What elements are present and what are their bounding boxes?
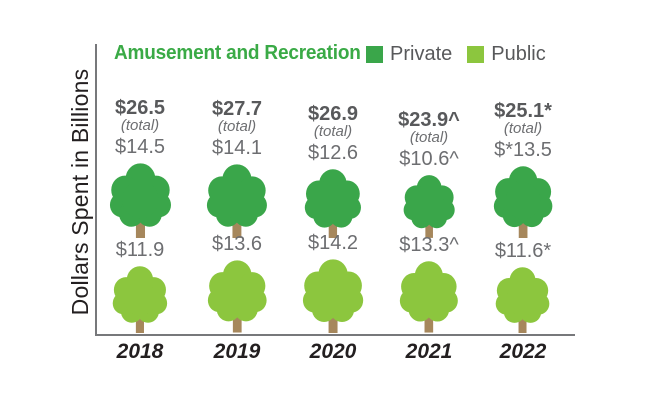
total-sublabel: (total) xyxy=(409,129,449,147)
year-label: 2022 xyxy=(499,340,547,363)
plot-axes xyxy=(95,44,575,336)
total-sublabel: (total) xyxy=(313,122,353,140)
private-value-label: $12.6 xyxy=(307,141,359,164)
public-value-label: $14.2 xyxy=(307,231,359,254)
legend-swatch-private xyxy=(366,46,383,63)
year-label: 2018 xyxy=(116,340,164,363)
private-value-label: $*13.5 xyxy=(494,138,552,161)
private-tree xyxy=(108,162,173,238)
private-value-label: $14.5 xyxy=(114,135,166,158)
public-value-label: $11.6* xyxy=(494,239,552,262)
total-label: $23.9^ xyxy=(398,109,460,132)
year-label: 2021 xyxy=(405,340,453,363)
legend: Private Public xyxy=(366,43,546,66)
public-tree xyxy=(494,266,551,333)
private-tree xyxy=(205,163,269,238)
total-sublabel: (total) xyxy=(503,119,543,137)
y-axis-label: Dollars Spent in Billions xyxy=(67,68,93,316)
public-value-label: $11.9 xyxy=(115,238,165,261)
total-sublabel: (total) xyxy=(217,117,257,135)
public-value-label: $13.3^ xyxy=(399,234,459,257)
private-tree xyxy=(492,165,554,238)
total-label: $26.9 xyxy=(307,102,359,125)
legend-item-public: Public xyxy=(467,43,546,66)
total-label: $26.5 xyxy=(114,96,166,119)
private-tree xyxy=(303,168,363,238)
chart-title: Amusement and Recreation xyxy=(114,42,361,64)
total-sublabel: (total) xyxy=(120,116,160,134)
public-tree xyxy=(206,259,268,333)
legend-item-private: Private xyxy=(366,43,452,66)
total-label: $27.7 xyxy=(211,97,263,120)
public-tree xyxy=(398,260,460,333)
total-label: $25.1* xyxy=(494,99,552,122)
legend-label: Private xyxy=(390,43,453,65)
year-label: 2020 xyxy=(309,340,357,363)
public-value-label: $13.6 xyxy=(211,233,263,256)
private-value-label: $10.6^ xyxy=(399,148,459,171)
legend-label: Public xyxy=(491,43,546,65)
legend-swatch-public xyxy=(467,46,485,63)
year-label: 2019 xyxy=(213,340,261,363)
private-tree xyxy=(402,174,456,238)
public-tree xyxy=(301,258,365,333)
public-tree xyxy=(111,265,169,333)
private-value-label: $14.1 xyxy=(211,136,263,159)
